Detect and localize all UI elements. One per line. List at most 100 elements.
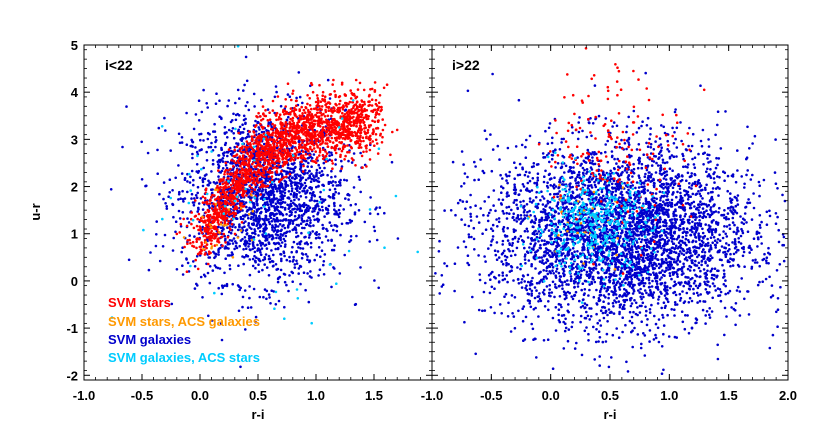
data-point: [358, 178, 362, 181]
data-point: [222, 224, 226, 227]
data-point: [330, 146, 334, 150]
data-point: [305, 191, 309, 194]
data-point: [304, 178, 308, 182]
data-point: [200, 167, 203, 171]
data-point: [263, 159, 266, 163]
data-point: [256, 145, 260, 149]
data-point: [364, 132, 367, 135]
data-point: [288, 260, 292, 263]
data-point: [330, 133, 333, 136]
data-point: [180, 141, 184, 144]
data-point: [219, 202, 223, 206]
data-point: [330, 248, 334, 252]
data-point: [308, 176, 312, 179]
data-point: [380, 141, 384, 144]
data-point: [216, 188, 219, 192]
data-point: [214, 255, 217, 258]
data-point: [260, 137, 263, 140]
data-point: [191, 201, 195, 204]
data-point: [230, 222, 234, 226]
data-point: [737, 240, 741, 244]
data-point: [443, 209, 446, 212]
data-point: [252, 222, 255, 225]
data-point: [282, 187, 285, 190]
data-point: [342, 137, 346, 140]
data-point: [275, 160, 279, 163]
data-point: [186, 180, 189, 183]
data-point: [657, 318, 661, 321]
data-point: [238, 190, 241, 193]
data-point: [229, 152, 233, 156]
data-point: [534, 196, 538, 199]
data-point: [337, 130, 340, 134]
data-point: [258, 230, 262, 233]
data-point: [325, 157, 329, 161]
data-point: [268, 170, 271, 173]
data-point: [213, 291, 216, 295]
data-point: [246, 101, 249, 104]
data-point: [234, 118, 238, 122]
data-point: [395, 128, 399, 132]
data-point: [235, 179, 238, 183]
data-point: [265, 297, 268, 301]
data-point: [211, 234, 215, 237]
data-point: [260, 98, 263, 102]
data-point: [363, 100, 366, 104]
data-point: [259, 151, 262, 154]
data-point: [261, 217, 265, 221]
data-point: [268, 214, 272, 218]
data-point: [309, 132, 312, 136]
data-point: [279, 138, 283, 142]
data-point: [767, 246, 770, 250]
data-point: [323, 215, 326, 218]
data-point: [309, 270, 312, 273]
data-point: [372, 130, 375, 134]
data-point: [365, 165, 368, 168]
data-point: [264, 253, 268, 256]
data-point: [209, 145, 213, 149]
data-point: [197, 212, 201, 216]
data-point: [263, 263, 267, 266]
data-point: [144, 184, 147, 188]
data-point: [241, 226, 244, 229]
data-point: [324, 108, 327, 112]
data-point: [223, 151, 226, 154]
data-point: [317, 208, 321, 211]
data-point: [161, 245, 165, 248]
data-point: [276, 136, 279, 139]
data-point: [349, 89, 353, 92]
data-point: [348, 133, 351, 137]
data-point: [293, 266, 297, 269]
data-point: [197, 169, 201, 173]
data-point: [556, 162, 560, 165]
data-point: [365, 136, 368, 140]
data-point: [307, 108, 310, 112]
data-point: [611, 333, 615, 337]
data-point: [381, 135, 384, 139]
data-point: [259, 251, 262, 254]
data-point: [249, 306, 253, 309]
data-point: [372, 108, 376, 112]
data-point: [361, 103, 364, 107]
data-point: [373, 120, 377, 123]
data-point: [323, 115, 327, 118]
data-point: [259, 193, 263, 196]
data-point: [254, 183, 257, 186]
data-point: [272, 196, 276, 199]
data-point: [234, 127, 237, 131]
data-point: [354, 78, 358, 82]
data-point: [346, 144, 349, 147]
data-point: [482, 213, 485, 217]
data-point: [194, 146, 197, 149]
data-point: [308, 121, 312, 125]
data-point: [551, 316, 555, 320]
data-point: [185, 224, 189, 228]
data-point: [256, 120, 260, 124]
data-point: [671, 186, 675, 190]
data-point: [358, 124, 362, 127]
data-point: [272, 290, 276, 293]
data-point: [315, 104, 319, 108]
data-point: [288, 214, 292, 217]
data-point: [279, 253, 283, 256]
data-point: [340, 167, 343, 170]
